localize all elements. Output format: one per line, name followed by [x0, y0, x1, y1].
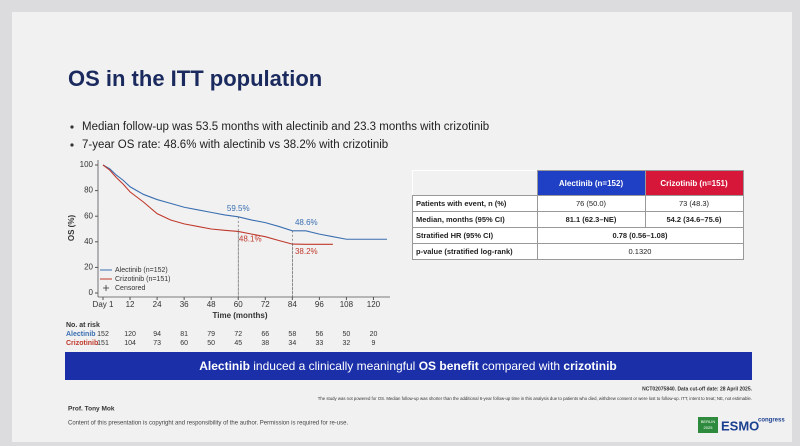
table-row: p-value (stratified log-rank) 0.1320: [412, 243, 744, 260]
at-risk-count: 34: [288, 340, 296, 347]
at-risk-count: 9: [372, 340, 376, 347]
at-risk-count: 32: [343, 340, 351, 347]
row-label: Patients with event, n (%): [412, 195, 538, 212]
at-risk-count: 38: [261, 340, 269, 347]
row-label: p-value (stratified log-rank): [412, 243, 538, 260]
column-header: Alectinib (n=152): [536, 170, 646, 196]
row-label: Median, months (95% CI): [412, 211, 538, 228]
corner-cell: [412, 170, 537, 196]
annotation-label: 38.2%: [295, 247, 318, 256]
y-tick-label: 0: [89, 288, 94, 297]
title: OS in the ITT population: [68, 66, 322, 91]
presenter: Prof. Tony Mok: [68, 406, 115, 413]
x-tick-label: 36: [180, 300, 189, 309]
at-risk-count: 66: [261, 331, 269, 338]
x-tick-label: 12: [126, 300, 135, 309]
value-cell: 81.1 (62.3–NE): [536, 211, 646, 228]
value-cell: 76 (50.0): [536, 195, 646, 212]
legend-label: Censored: [115, 285, 145, 292]
column-header: Crizotinib (n=151): [644, 170, 744, 196]
legend-label: Crizotinib (n=151): [115, 276, 170, 283]
banner-part: compared with: [479, 359, 564, 373]
banner-part: induced a clinically meaningful: [250, 359, 419, 373]
x-tick-label: 60: [234, 300, 243, 309]
at-risk-count: 60: [180, 340, 188, 347]
x-tick-label: 120: [367, 300, 381, 309]
value-cell: 54.2 (34.6–75.6): [644, 211, 744, 228]
at-risk-count: 50: [343, 331, 351, 338]
at-risk-count: 151: [97, 340, 109, 347]
y-tick-label: 40: [84, 237, 93, 246]
footnote-id: NCT02075840. Data cut-off date: 28 April…: [642, 386, 752, 392]
at-risk-count: 120: [124, 331, 136, 338]
at-risk-count: 79: [207, 331, 215, 338]
at-risk-count: 104: [124, 340, 136, 347]
at-risk-count: 45: [234, 340, 242, 347]
banner-part: crizotinib: [563, 359, 616, 373]
at-risk-count: 58: [288, 331, 296, 338]
value-cell: 73 (48.3): [644, 195, 744, 212]
at-risk-count: 81: [180, 331, 188, 338]
y-tick-label: 100: [80, 160, 94, 169]
x-tick-label: 48: [207, 300, 216, 309]
logo-year: 2025: [704, 425, 714, 430]
logo-brand: ESMO: [721, 418, 759, 433]
at-risk-count: 56: [315, 331, 323, 338]
y-axis-label: OS (%): [67, 215, 76, 242]
survival-curve: [102, 164, 333, 245]
copyright: Content of this presentation is copyrigh…: [68, 421, 348, 427]
results-table: Alectinib (n=152) Crizotinib (n=151) Patie…: [412, 170, 744, 260]
bullet: Median follow-up was 53.5 months with al…: [82, 121, 489, 133]
x-tick-label: 72: [261, 300, 270, 309]
y-tick-label: 80: [84, 186, 93, 195]
logo-event: congress: [758, 418, 785, 424]
legend-censor-mark: [103, 285, 109, 291]
value-cell: 0.78 (0.56–1.08): [536, 227, 744, 244]
at-risk-name: Crizotinib: [66, 340, 98, 347]
logo-badge: [698, 417, 718, 433]
legend-label: Alectinib (n=152): [115, 267, 168, 274]
x-tick-label: 24: [153, 300, 162, 309]
annotation-label: 48.6%: [295, 218, 318, 227]
banner-text: Alectinib induced a clinically meaningfu…: [199, 359, 617, 373]
at-risk-count: 33: [315, 340, 323, 347]
x-axis-label: Time (months): [213, 311, 268, 320]
banner-part: OS benefit: [419, 359, 479, 373]
x-tick-label: 108: [340, 300, 354, 309]
x-tick-label: 96: [315, 300, 324, 309]
annotation-label: 48.1%: [239, 235, 262, 244]
value-cell: 0.1320: [536, 243, 744, 260]
bullet-dot: [70, 125, 74, 129]
footnote: The study was not powered for OS. Median…: [318, 396, 752, 401]
header-row: Alectinib (n=152) Crizotinib (n=151): [412, 170, 744, 196]
at-risk-name: Alectinib: [66, 331, 96, 338]
at-risk-count: 20: [370, 331, 378, 338]
at-risk-count: 152: [97, 331, 109, 338]
y-tick-label: 20: [84, 263, 93, 272]
at-risk-count: 94: [153, 331, 161, 338]
at-risk-title: No. at risk: [66, 322, 100, 329]
table-row: Stratified HR (95% CI) 0.78 (0.56–1.08): [412, 227, 744, 244]
row-label: Stratified HR (95% CI): [412, 227, 538, 244]
bullet-dot: [70, 143, 74, 147]
logo-city: BERLIN: [701, 419, 716, 424]
at-risk-count: 73: [153, 340, 161, 347]
at-risk-count: 50: [207, 340, 215, 347]
banner-part: Alectinib: [199, 359, 250, 373]
annotation-label: 59.5%: [227, 204, 250, 213]
x-tick-label: 84: [288, 300, 297, 309]
y-tick-label: 60: [84, 211, 93, 220]
table-row: Median, months (95% CI) 81.1 (62.3–NE) 54.…: [412, 211, 744, 228]
bullet: 7-year OS rate: 48.6% with alectinib vs …: [82, 139, 388, 151]
at-risk-count: 72: [234, 331, 242, 338]
survival-curve: [102, 164, 387, 240]
x-tick-label: Day 1: [93, 300, 114, 309]
banner: [65, 352, 752, 380]
table-row: Patients with event, n (%) 76 (50.0) 73 (4…: [412, 195, 744, 212]
